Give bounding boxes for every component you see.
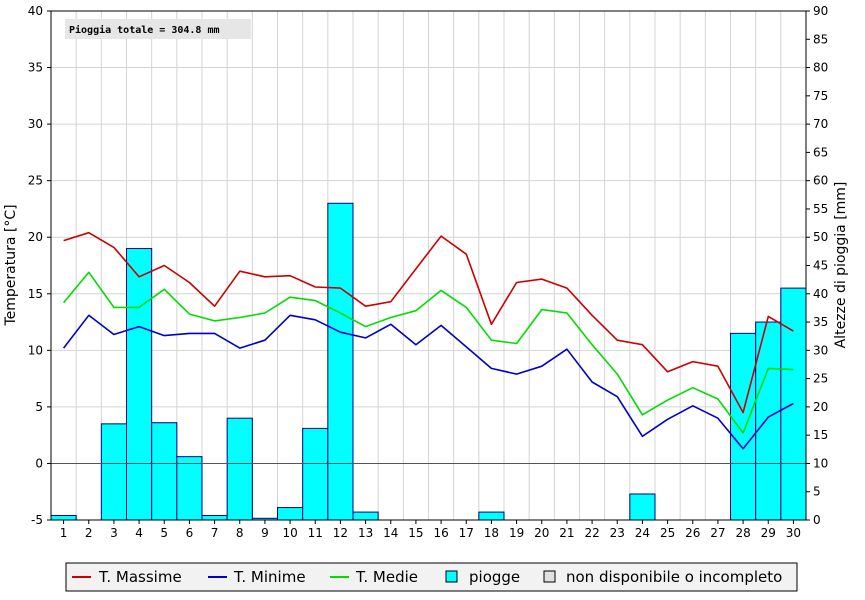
rain-bar-day-18 (478, 511, 505, 521)
rain-bar-day-1 (50, 514, 77, 521)
annotation-box (65, 19, 251, 39)
x-tick-label: 9 (261, 526, 269, 540)
rain-bar-day-11 (302, 427, 329, 521)
legend-label-t-massime: T. Massime (98, 568, 182, 586)
rain-bar-day-5 (151, 422, 178, 521)
x-tick-label: 17 (459, 526, 474, 540)
right-tick-label: 15 (813, 428, 828, 442)
rain-bar-day-8 (226, 417, 253, 521)
x-tick-label: 11 (308, 526, 323, 540)
rain-bar-day-13 (352, 511, 379, 521)
left-tick-label: 20 (28, 230, 43, 244)
legend: T. Massime T. Minime T. Medie piogge non… (65, 562, 798, 592)
right-tick-label: 25 (813, 372, 828, 386)
legend-label-t-minime: T. Minime (233, 568, 306, 586)
right-tick-label: 30 (813, 343, 828, 357)
total-rain-annotation: Pioggia totale = 304.8 mm (65, 19, 251, 39)
right-tick-label: 65 (813, 145, 828, 159)
rain-bar-day-3 (100, 423, 128, 521)
legend-swatch-piogge (445, 570, 458, 583)
right-tick-label: 45 (813, 259, 828, 273)
x-tick-label: 25 (660, 526, 675, 540)
right-tick-label: 0 (813, 513, 821, 527)
x-tick-label: 21 (559, 526, 574, 540)
right-tick-label: 70 (813, 117, 828, 131)
x-tick-label: 19 (509, 526, 524, 540)
legend-label-t-medie: T. Medie (355, 568, 418, 586)
x-tick-label: 22 (584, 526, 599, 540)
x-tick-label: 14 (383, 526, 398, 540)
right-tick-label: 80 (813, 61, 828, 75)
left-tick-label: 35 (28, 61, 43, 75)
right-tick-label: 60 (813, 174, 828, 188)
x-tick-label: 7 (211, 526, 219, 540)
right-tick-label: 55 (813, 202, 828, 216)
left-tick-label: 25 (28, 174, 43, 188)
right-tick-label: 85 (813, 32, 828, 46)
left-tick-label: 30 (28, 117, 43, 131)
x-tick-label: 13 (358, 526, 373, 540)
x-tick-label: 30 (786, 526, 801, 540)
legend-swatch-non-disponibile (543, 570, 556, 583)
legend-label-non-disponibile: non disponibile o incompleto (566, 568, 782, 586)
left-axis-ticks: -5 0 5 10 15 20 25 30 35 40 (28, 4, 51, 527)
series-line-t-medie (62, 271, 794, 434)
right-axis-ticks: 0 5 10 15 20 25 30 35 40 45 50 55 60 65 70 75 80 85 90 (806, 4, 828, 527)
legend-label-piogge: piogge (469, 568, 520, 586)
x-tick-label: 20 (534, 526, 549, 540)
x-tick-label: 24 (635, 526, 650, 540)
rain-bar-day-4 (126, 248, 153, 521)
x-tick-label: 15 (408, 526, 423, 540)
rain-bar-day-29 (755, 321, 782, 521)
rain-bar-day-24 (629, 493, 656, 521)
rain-bar-day-10 (277, 507, 304, 521)
x-tick-label: 27 (710, 526, 725, 540)
right-tick-label: 50 (813, 230, 828, 244)
right-tick-label: 35 (813, 315, 828, 329)
rain-bars (50, 202, 807, 521)
left-tick-label: 15 (28, 287, 43, 301)
series-line-t-minime (62, 314, 794, 450)
right-tick-label: 90 (813, 4, 828, 18)
rain-bar-day-7 (201, 514, 228, 521)
left-axis-title: Temperatura [°C] (3, 204, 19, 326)
series-line-t-massime (63, 231, 794, 414)
left-tick-label: 40 (28, 4, 43, 18)
left-tick-label: 0 (35, 456, 43, 470)
x-axis-ticks: 1 2 3 4 5 6 7 8 9 10 11 12 13 14 15 16 17 18 19 20 21 22 23 24 2… (60, 520, 801, 540)
left-tick-label: -5 (31, 513, 43, 527)
x-tick-label: 5 (160, 526, 168, 540)
x-tick-label: 28 (735, 526, 750, 540)
x-tick-label: 23 (610, 526, 625, 540)
legend-frame (65, 562, 798, 592)
right-axis-title: Altezze di pioggia [mm] (833, 182, 849, 349)
rain-bar-day-6 (176, 456, 203, 521)
rain-bar-day-12 (327, 202, 354, 521)
x-tick-label: 26 (685, 526, 700, 540)
annotation-text: Pioggia totale = 304.8 mm (69, 24, 220, 36)
right-tick-label: 10 (813, 456, 828, 470)
temperature-lines (62, 231, 794, 450)
x-tick-label: 29 (761, 526, 776, 540)
x-tick-label: 1 (60, 526, 68, 540)
x-tick-label: 10 (282, 526, 297, 540)
x-tick-label: 3 (110, 526, 118, 540)
right-tick-label: 40 (813, 287, 828, 301)
right-tick-label: 20 (813, 400, 828, 414)
x-tick-label: 2 (85, 526, 93, 540)
left-tick-label: 5 (35, 400, 43, 414)
right-tick-label: 5 (813, 485, 821, 499)
x-tick-label: 16 (433, 526, 448, 540)
x-tick-label: 6 (186, 526, 194, 540)
x-tick-label: 4 (135, 526, 143, 540)
left-tick-label: 10 (28, 343, 43, 357)
right-tick-label: 75 (813, 89, 828, 103)
rain-bar-day-28 (730, 332, 757, 521)
x-tick-label: 8 (236, 526, 244, 540)
x-tick-label: 18 (484, 526, 499, 540)
x-tick-label: 12 (333, 526, 348, 540)
